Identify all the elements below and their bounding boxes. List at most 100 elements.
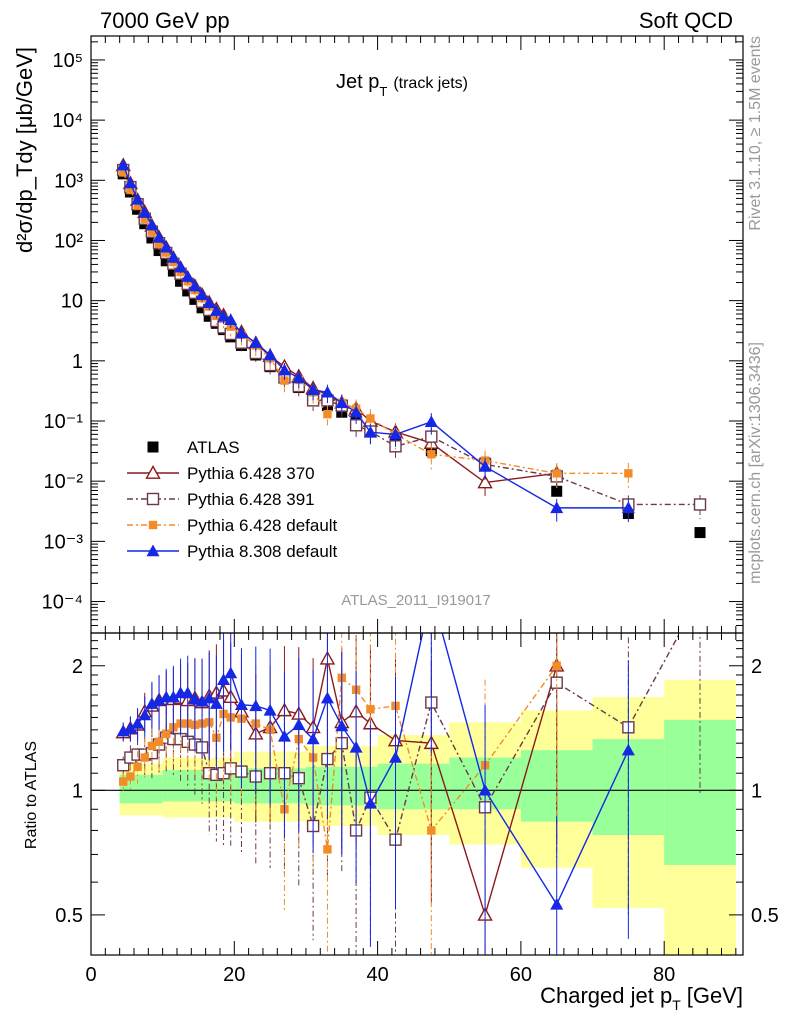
main-point [217,309,231,322]
main-point [138,206,152,218]
legend-entry: Pythia 6.428 370 [127,464,315,483]
main-point [349,405,363,418]
ratio-point [195,694,209,707]
main-point [152,231,166,243]
rivet-label: Rivet 3.1.10, ≥ 1.5M events [747,36,764,231]
ratio-point [202,691,216,704]
ratio-y-tick-label-right: 1 [751,780,762,802]
ratio-point [389,751,403,763]
legend-entry: Pythia 6.428 default [127,516,338,535]
main-point [477,474,493,489]
main-point [123,176,137,189]
main-point [335,396,349,409]
x-tick-label: 80 [653,964,675,986]
main-point [126,185,135,195]
ratio-point [126,772,135,781]
main-y-tick-label: 10² [54,230,83,252]
ratio-point [119,777,128,786]
main-point [323,409,332,419]
ratio-point [145,697,159,709]
main-point [292,371,306,384]
legend-entry: ATLAS [147,438,240,457]
main-point [166,251,180,263]
legend-label: Pythia 6.428 391 [187,490,315,509]
main-y-tick-label: 10⁵ [52,50,83,72]
x-tick-label: 60 [510,964,532,986]
ratio-point [131,717,145,729]
main-point [209,304,223,316]
main-point [478,460,492,472]
mcplots-label: mcplots.cern.ch [arXiv:1306.3436] [747,342,764,584]
main-point [424,415,438,428]
main-point [693,498,707,511]
ratio-panel-series [115,633,701,955]
main-y-axis-label-text: d²σ/dp_Tdy [μb/GeV] [12,47,37,253]
main-point [551,485,563,497]
band-inner [377,763,450,810]
ratio-point [349,740,363,753]
main-point [306,383,320,396]
main-point [249,336,263,348]
main-y-tick-label: 1 [72,351,83,373]
ratio-y-axis-label: Ratio to ATLAS [23,741,40,849]
ratio-y-tick-label-left: 0.5 [55,905,83,927]
main-point [145,218,159,231]
main-title: Jet pT (track jets) [336,71,468,99]
ratio-point [154,737,164,747]
main-point [363,425,377,438]
main-point [174,260,188,273]
ratio-point [209,697,223,709]
ratio-point [277,729,291,742]
ratio-point [152,693,166,706]
ratio-point [123,722,137,734]
ratio-frame [90,632,744,956]
main-point [624,469,633,478]
main-point [427,450,436,459]
main-point [188,279,202,292]
main-point [147,227,157,236]
legend-label: Pythia 8.308 default [187,542,338,561]
main-point [203,310,215,322]
legend-entry: Pythia 6.428 391 [127,490,315,509]
ratio-y-tick-label-right: 2 [751,656,762,678]
main-y-tick-label: 10⁻¹ [44,411,84,433]
ratio-point [306,732,320,745]
main-point [277,363,291,376]
main-series-4 [116,158,635,523]
main-point [182,285,194,297]
ratio-point [140,753,149,762]
ratio-point [217,673,231,685]
main-point [694,527,706,539]
ratio-point [427,826,436,835]
ratio-y-tick-label-left: 2 [72,656,83,678]
legend-marker [146,544,160,557]
x-axis-label: Charged jet pT [GeV] [540,983,743,1013]
ratio-point [621,743,635,756]
ratio-point [117,759,130,772]
ratio-point [552,661,561,670]
main-point [234,326,248,339]
main-point [195,288,209,301]
ratio-point [147,741,157,751]
ratio-point [335,719,349,732]
main-y-tick-label: 10⁻² [44,471,84,493]
main-point [181,270,195,282]
ratio-point [249,699,263,712]
main-point [140,214,149,223]
main-point [119,168,128,177]
header-left: 7000 GeV pp [100,8,230,33]
axes-frames: 0 20 40 60 80 10⁻⁴ 10⁻³ 10⁻² 10⁻¹ 1 10 10² 10³ 10⁴ 10⁵… [42,35,779,986]
ratio-point [133,762,142,771]
main-y-tick-label: 10⁻⁴ [42,592,83,614]
x-axis-label-main: Charged jet p [540,983,672,1008]
x-tick-label: 40 [366,964,388,986]
main-y-axis-label: d²σ/dp_Tdy [μb/GeV] [12,47,37,253]
x-axis-label-sub: T [672,997,681,1013]
legend-marker [146,492,160,506]
main-point [162,248,171,257]
ratio-point [320,691,334,704]
main-title-extra: (track jets) [393,75,468,92]
main-point [552,469,561,478]
main-point [175,275,187,287]
